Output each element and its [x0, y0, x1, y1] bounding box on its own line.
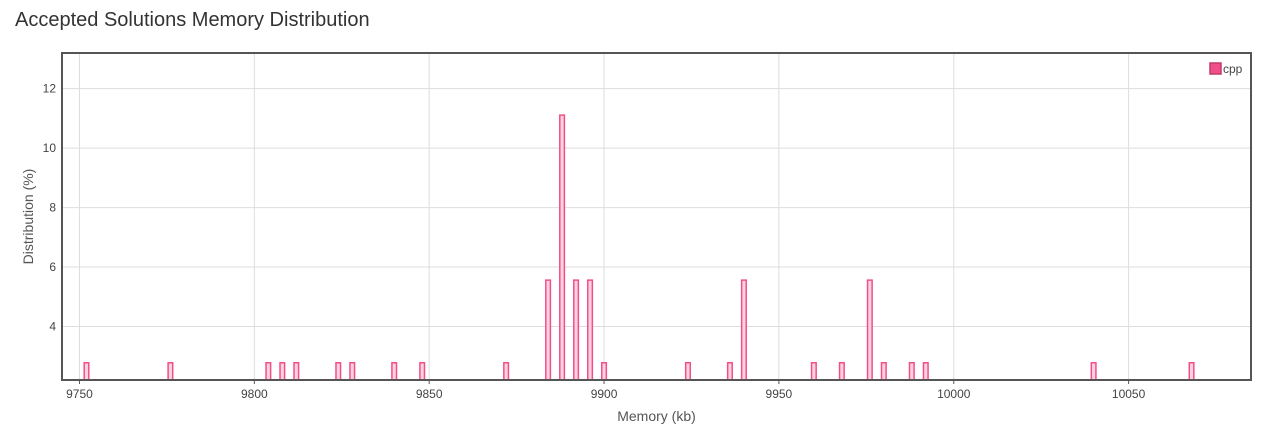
x-tick-label: 9800: [241, 387, 268, 401]
bar[interactable]: [335, 362, 342, 381]
x-tick-labels: 9750 9800 9850 9900 9950 10000 10050: [66, 380, 1146, 401]
bar[interactable]: [293, 362, 300, 381]
bar[interactable]: [838, 362, 845, 381]
legend-swatch-cpp[interactable]: [1209, 62, 1222, 75]
bar[interactable]: [726, 362, 733, 381]
bar[interactable]: [740, 279, 747, 381]
bar[interactable]: [167, 362, 174, 381]
bar[interactable]: [265, 362, 272, 381]
bar[interactable]: [419, 362, 426, 381]
legend[interactable]: cpp: [1209, 62, 1243, 76]
x-tick-label: 9850: [416, 387, 443, 401]
bar[interactable]: [810, 362, 817, 381]
plot-area-frame: [61, 52, 1252, 381]
x-tick-label: 9900: [591, 387, 618, 401]
x-tick-label: 10000: [937, 387, 971, 401]
bars-group: [83, 114, 1195, 381]
y-tick-label: 12: [43, 82, 57, 96]
y-tick-labels: 4 6 8 10 12: [43, 82, 57, 334]
bar[interactable]: [573, 279, 580, 381]
chart-title: Accepted Solutions Memory Distribution: [15, 9, 370, 31]
bar[interactable]: [587, 279, 594, 381]
y-tick-label: 10: [43, 141, 57, 155]
bar[interactable]: [880, 362, 887, 381]
x-axis-label: Memory (kb): [617, 408, 696, 424]
y-tick-label: 6: [49, 260, 56, 274]
bar[interactable]: [922, 362, 929, 381]
bar[interactable]: [1090, 362, 1097, 381]
bar[interactable]: [545, 279, 552, 381]
x-tick-label: 10050: [1112, 387, 1146, 401]
bar[interactable]: [503, 362, 510, 381]
y-axis-label: Distribution (%): [20, 169, 36, 265]
bar[interactable]: [279, 362, 286, 381]
bar[interactable]: [600, 362, 608, 381]
bar[interactable]: [684, 362, 692, 381]
bar[interactable]: [83, 362, 90, 381]
bar[interactable]: [1188, 362, 1195, 381]
bar[interactable]: [559, 114, 566, 381]
y-tick-label: 8: [49, 201, 56, 215]
y-tick-label: 4: [49, 319, 56, 333]
bar[interactable]: [349, 362, 356, 381]
legend-label-cpp[interactable]: cpp: [1223, 62, 1243, 76]
bar[interactable]: [866, 279, 873, 381]
x-tick-label: 9950: [766, 387, 793, 401]
bar[interactable]: [391, 362, 398, 381]
x-tick-label: 9750: [66, 387, 93, 401]
bar[interactable]: [908, 362, 915, 381]
grid-lines: [62, 53, 1251, 380]
